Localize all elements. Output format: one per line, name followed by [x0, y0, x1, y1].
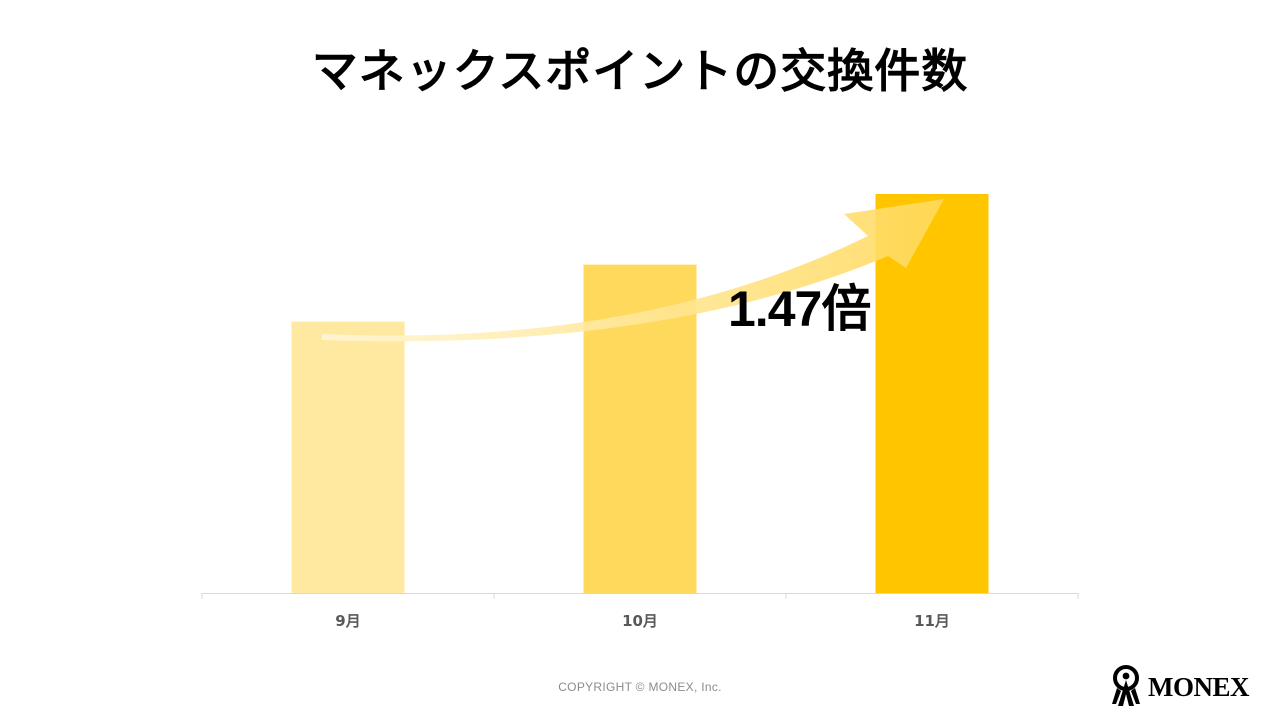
x-tick-label: 10月: [622, 612, 658, 630]
growth-arrow: [322, 199, 944, 342]
bar-1: [291, 321, 405, 593]
copyright-text: COPYRIGHT © MONEX, Inc.: [558, 680, 722, 694]
growth-annotation-label: 1.47倍: [728, 281, 870, 337]
x-tick-label: 11月: [914, 612, 950, 630]
page-title: マネックスポイントの交換件数: [311, 44, 969, 98]
monex-logo: MONEX: [1106, 664, 1262, 710]
growth-arrow-shape: [322, 199, 944, 342]
x-tick-label: 9月: [335, 612, 360, 630]
monex-logo-mark: [1112, 665, 1140, 706]
bar-3: [875, 194, 989, 593]
monex-logo-text: MONEX: [1148, 672, 1250, 702]
x-axis: 9月 10月 11月: [201, 593, 1079, 630]
